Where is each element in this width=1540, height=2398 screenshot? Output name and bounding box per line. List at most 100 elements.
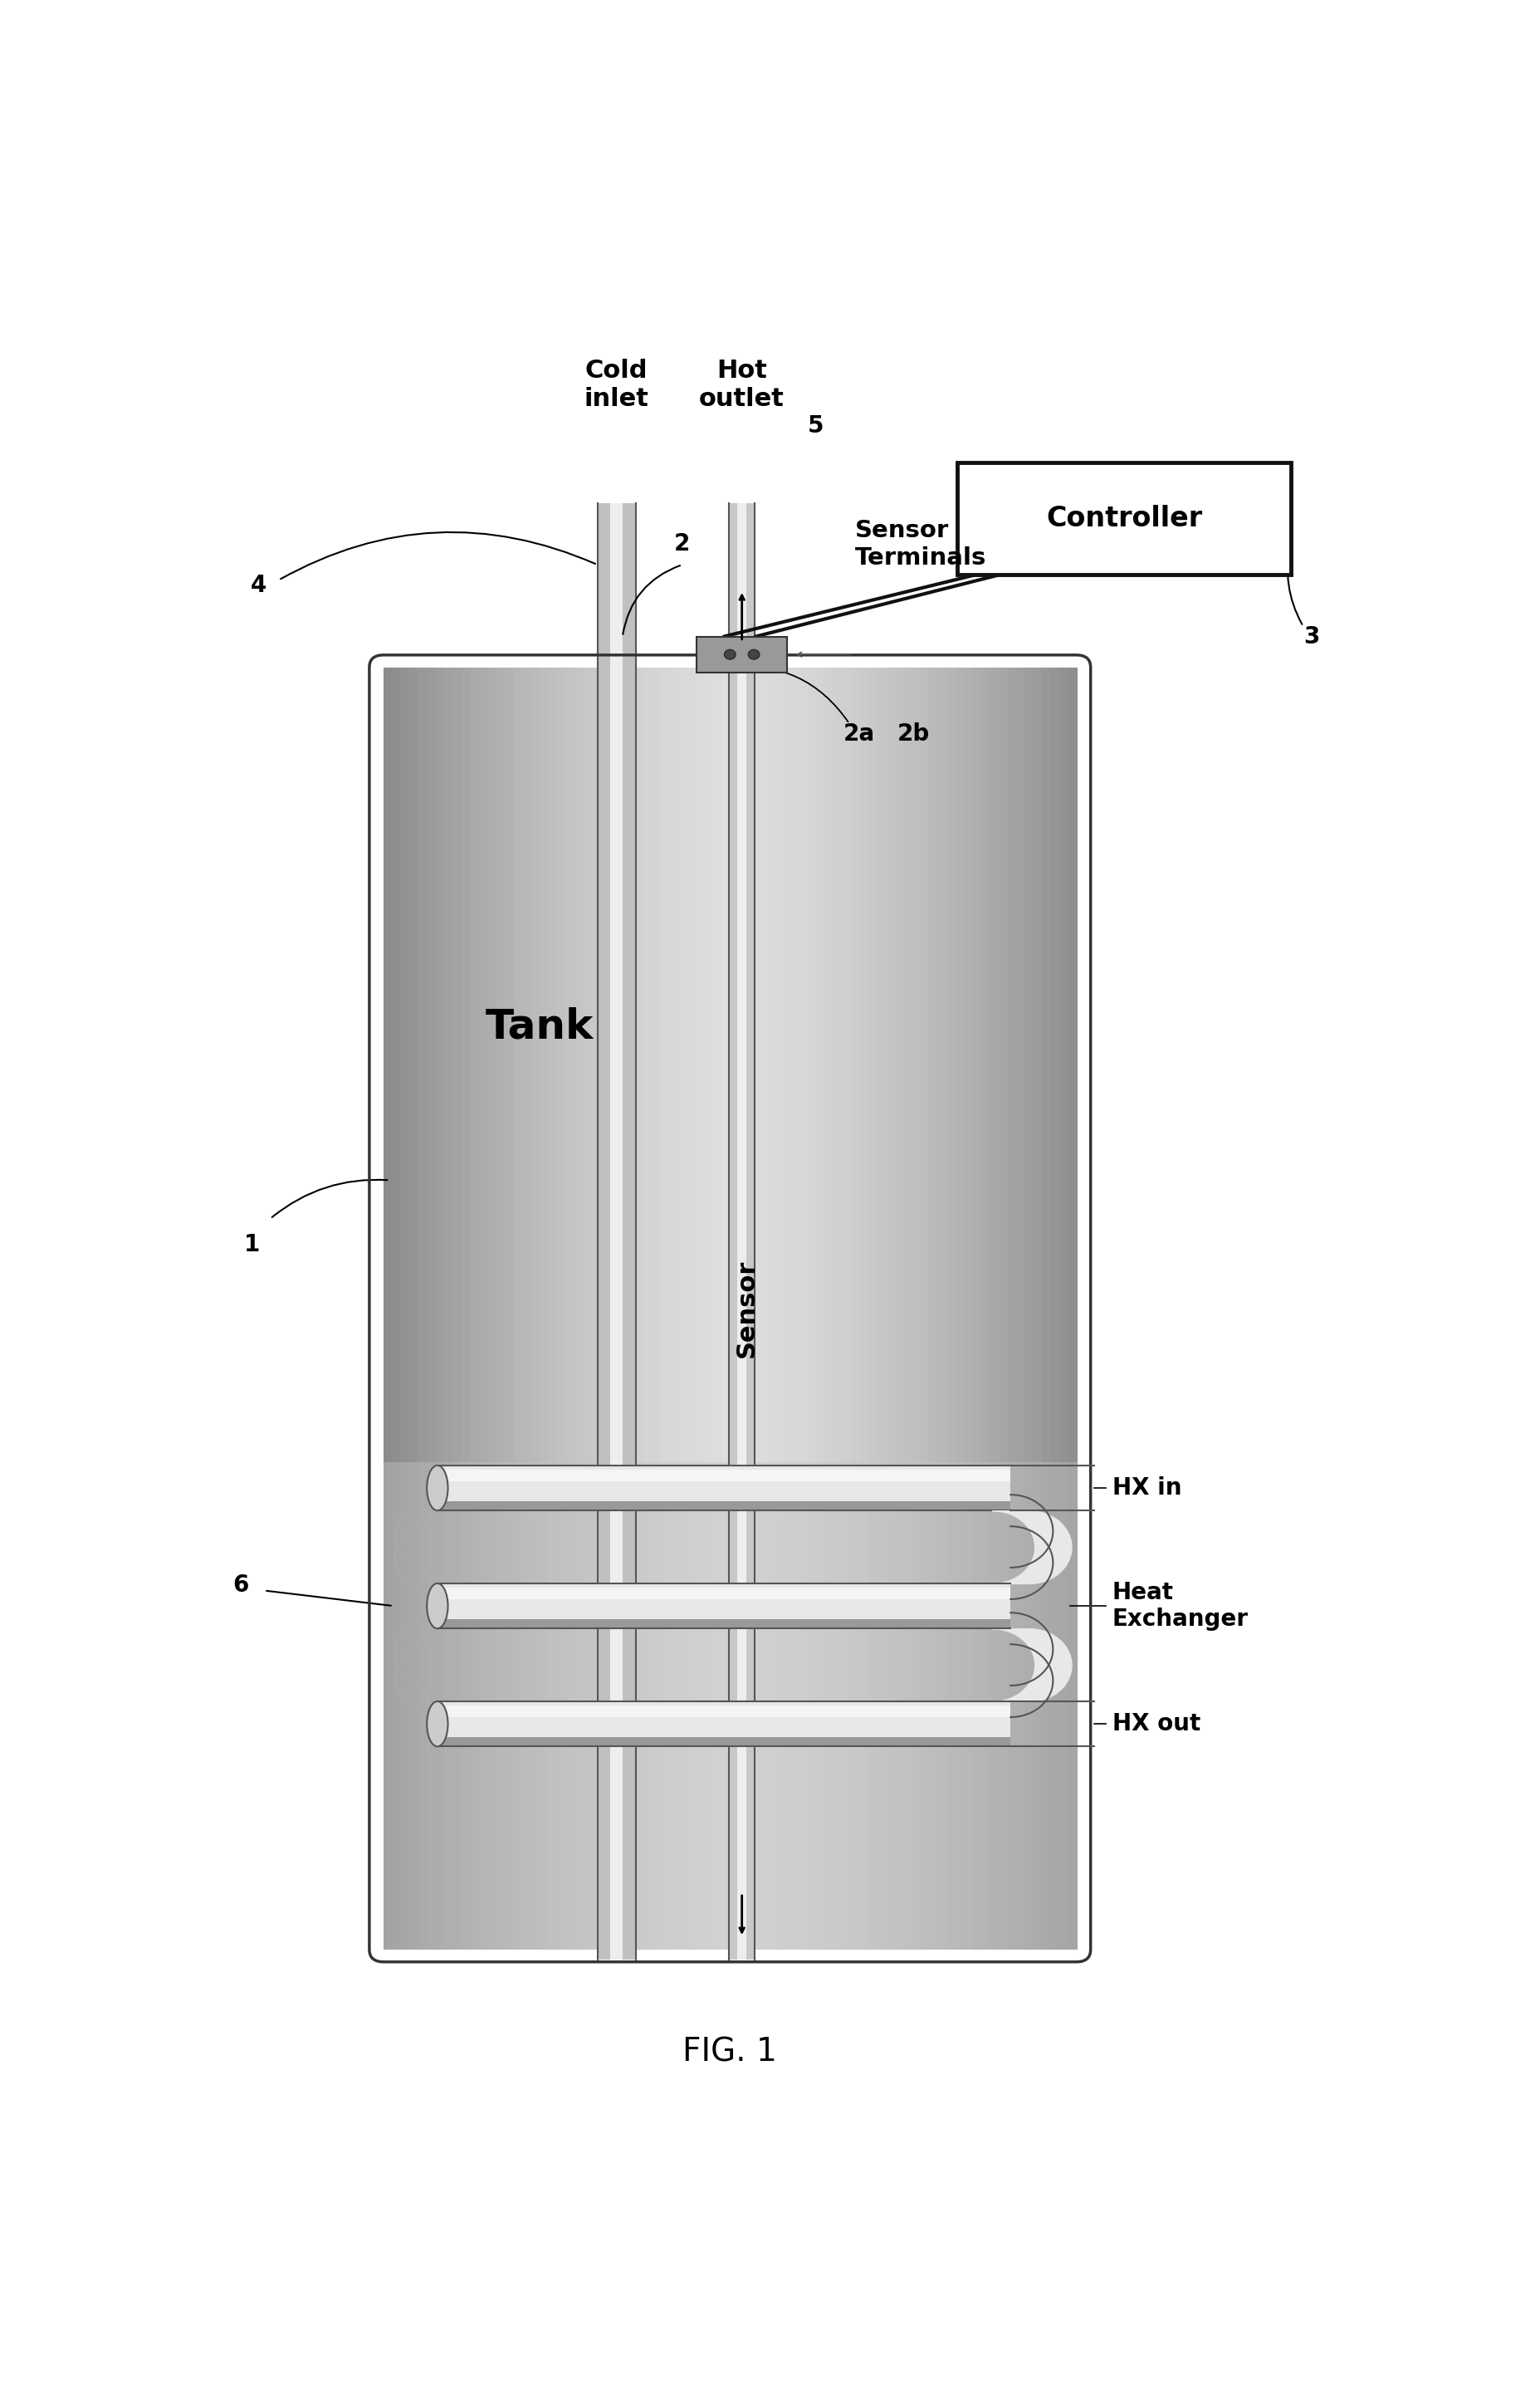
Bar (989, 1463, 999, 1950)
Bar (781, 667, 792, 1950)
Bar (1032, 667, 1043, 1950)
Bar (859, 667, 869, 1950)
Bar (591, 667, 601, 1950)
Bar (427, 1463, 436, 1950)
Bar (574, 667, 584, 1950)
Bar (919, 1463, 930, 1950)
Bar (444, 1463, 454, 1950)
Bar (618, 1463, 627, 1950)
Circle shape (724, 650, 735, 659)
Bar (972, 1463, 981, 1950)
Bar (574, 1463, 584, 1950)
Bar (608, 1463, 618, 1950)
Bar (496, 1463, 505, 1950)
Bar (410, 667, 419, 1950)
Bar (833, 667, 844, 1950)
Text: 1: 1 (245, 1233, 260, 1257)
Bar (400, 667, 411, 1950)
Bar (738, 504, 745, 1959)
Bar (513, 667, 524, 1950)
Bar (410, 1463, 419, 1950)
Bar (695, 667, 705, 1950)
Bar (668, 667, 679, 1950)
Bar (625, 667, 636, 1950)
Bar (651, 667, 662, 1950)
Bar (582, 667, 593, 1950)
Bar (1007, 667, 1016, 1950)
Bar (522, 667, 531, 1950)
Bar (393, 1463, 402, 1950)
Bar (1024, 1463, 1033, 1950)
Bar (565, 1463, 574, 1950)
Bar (869, 1463, 878, 1950)
Bar (1015, 1463, 1026, 1950)
Bar (929, 667, 938, 1950)
Bar (634, 667, 644, 1950)
Bar (946, 667, 956, 1950)
Bar (400, 1463, 411, 1950)
Bar (610, 504, 622, 1959)
Bar (850, 667, 861, 1950)
Bar (1050, 1463, 1060, 1950)
Bar (955, 1463, 964, 1950)
Bar (678, 667, 687, 1950)
Bar (1067, 1463, 1076, 1950)
Bar (625, 1463, 636, 1950)
Bar (842, 667, 852, 1950)
Text: Controller: Controller (1046, 506, 1201, 532)
Bar (479, 1463, 488, 1950)
Bar (417, 667, 428, 1950)
Bar (807, 667, 818, 1950)
Bar (713, 1463, 722, 1950)
Ellipse shape (427, 1583, 448, 1628)
Bar (383, 1463, 393, 1950)
Bar (850, 1463, 861, 1950)
Bar (487, 1463, 497, 1950)
Bar (437, 1619, 1010, 1628)
Bar (816, 1463, 825, 1950)
Bar (479, 667, 488, 1950)
Bar (938, 667, 947, 1950)
Bar (919, 667, 930, 1950)
Bar (886, 1463, 895, 1950)
Bar (807, 1463, 818, 1950)
Bar (825, 667, 835, 1950)
Bar (946, 1463, 956, 1950)
Bar (764, 1463, 775, 1950)
Bar (531, 667, 541, 1950)
Bar (886, 667, 895, 1950)
Bar (444, 667, 454, 1950)
Bar (799, 1463, 808, 1950)
Text: Hot
outlet: Hot outlet (699, 360, 784, 410)
Bar (989, 667, 999, 1950)
Bar (869, 667, 878, 1950)
Bar (487, 667, 497, 1950)
Bar (591, 1463, 601, 1950)
Bar (470, 667, 480, 1950)
Bar (912, 667, 921, 1950)
Bar (437, 1583, 1010, 1628)
Bar (902, 1463, 913, 1950)
Bar (764, 667, 775, 1950)
Text: Heat
Exchanger: Heat Exchanger (1112, 1580, 1247, 1631)
Bar (436, 1463, 445, 1950)
Text: HX out: HX out (1112, 1712, 1200, 1736)
Bar (781, 1463, 792, 1950)
Circle shape (748, 650, 759, 659)
Text: Cold
inlet: Cold inlet (584, 360, 648, 410)
Bar (833, 1463, 844, 1950)
Bar (565, 667, 574, 1950)
Bar (790, 667, 799, 1950)
Text: Sensor
Terminals: Sensor Terminals (855, 518, 986, 568)
Bar (747, 1463, 756, 1950)
Bar (912, 1463, 921, 1950)
Bar (462, 667, 471, 1950)
Bar (618, 667, 627, 1950)
Bar (972, 667, 981, 1950)
Text: Sensor: Sensor (735, 1259, 758, 1357)
Bar (773, 667, 782, 1950)
Bar (437, 1705, 1010, 1717)
Bar (598, 504, 636, 1959)
Bar (1050, 667, 1060, 1950)
Bar (730, 1463, 739, 1950)
